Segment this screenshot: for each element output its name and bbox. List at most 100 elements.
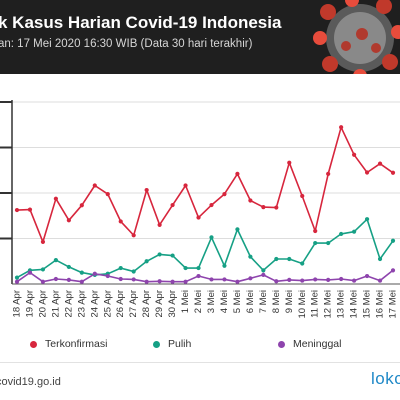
data-point-deaths[interactable] bbox=[53, 276, 58, 282]
data-point-recovered[interactable] bbox=[66, 264, 71, 270]
data-point-confirmed[interactable] bbox=[222, 192, 227, 197]
data-point-recovered[interactable] bbox=[14, 275, 20, 280]
data-point-deaths[interactable] bbox=[326, 277, 331, 283]
data-point-recovered[interactable] bbox=[196, 265, 201, 271]
legend-item-confirmed[interactable]: Terkonfirmasi bbox=[30, 338, 107, 350]
data-point-deaths[interactable] bbox=[248, 276, 253, 281]
data-point-recovered[interactable] bbox=[326, 240, 331, 246]
data-point-deaths[interactable] bbox=[105, 273, 110, 279]
data-point-deaths[interactable] bbox=[235, 279, 240, 284]
data-point-deaths[interactable] bbox=[313, 277, 318, 282]
data-point-deaths[interactable] bbox=[170, 279, 175, 284]
data-point-deaths[interactable] bbox=[222, 277, 227, 282]
data-point-deaths[interactable] bbox=[183, 279, 188, 284]
data-point-confirmed[interactable] bbox=[209, 202, 214, 208]
data-point-deaths[interactable] bbox=[66, 277, 71, 283]
data-point-recovered[interactable] bbox=[222, 263, 227, 268]
data-point-deaths[interactable] bbox=[131, 277, 136, 282]
data-point-recovered[interactable] bbox=[170, 253, 175, 258]
data-point-confirmed[interactable] bbox=[274, 205, 279, 210]
data-point-deaths[interactable] bbox=[14, 279, 20, 284]
data-point-deaths[interactable] bbox=[79, 279, 84, 284]
data-point-recovered[interactable] bbox=[53, 258, 58, 263]
data-point-recovered[interactable] bbox=[352, 229, 357, 234]
series-line-recovered bbox=[16, 218, 394, 279]
chart-title: k Kasus Harian Covid-19 Indonesia bbox=[0, 13, 282, 32]
data-point-confirmed[interactable] bbox=[235, 171, 240, 176]
data-point-confirmed[interactable] bbox=[300, 193, 305, 199]
data-point-deaths[interactable] bbox=[300, 278, 305, 283]
data-point-confirmed[interactable] bbox=[118, 219, 123, 224]
data-point-deaths[interactable] bbox=[274, 279, 279, 284]
data-point-deaths[interactable] bbox=[339, 276, 344, 282]
data-point-recovered[interactable] bbox=[300, 261, 305, 266]
data-point-recovered[interactable] bbox=[235, 227, 240, 232]
data-point-confirmed[interactable] bbox=[377, 161, 383, 166]
series-lines bbox=[16, 126, 394, 283]
data-point-confirmed[interactable] bbox=[40, 239, 46, 245]
data-point-confirmed[interactable] bbox=[105, 192, 110, 197]
data-point-confirmed[interactable] bbox=[287, 160, 292, 165]
data-point-recovered[interactable] bbox=[131, 269, 136, 274]
data-point-confirmed[interactable] bbox=[364, 170, 370, 175]
data-point-recovered[interactable] bbox=[144, 259, 149, 264]
data-point-confirmed[interactable] bbox=[27, 207, 33, 212]
x-tick-label: 16 Mei bbox=[375, 290, 386, 319]
x-tick-label: 30 Apr bbox=[167, 290, 178, 317]
data-point-deaths[interactable] bbox=[377, 278, 383, 283]
data-point-recovered[interactable] bbox=[261, 268, 266, 273]
data-point-confirmed[interactable] bbox=[261, 205, 266, 210]
data-point-deaths[interactable] bbox=[196, 273, 201, 279]
data-point-recovered[interactable] bbox=[40, 267, 46, 272]
data-point-confirmed[interactable] bbox=[144, 187, 149, 193]
data-point-recovered[interactable] bbox=[248, 254, 253, 259]
data-point-recovered[interactable] bbox=[118, 265, 123, 271]
data-point-confirmed[interactable] bbox=[170, 202, 175, 208]
data-point-confirmed[interactable] bbox=[339, 125, 344, 130]
data-point-recovered[interactable] bbox=[313, 240, 318, 246]
data-point-confirmed[interactable] bbox=[196, 215, 201, 220]
data-point-confirmed[interactable] bbox=[79, 203, 84, 208]
data-point-recovered[interactable] bbox=[79, 270, 84, 275]
data-point-confirmed[interactable] bbox=[131, 233, 136, 238]
data-point-deaths[interactable] bbox=[364, 273, 370, 279]
data-point-deaths[interactable] bbox=[40, 279, 46, 284]
legend-item-deaths[interactable]: Meninggal bbox=[278, 338, 341, 350]
data-point-recovered[interactable] bbox=[390, 238, 396, 243]
data-point-deaths[interactable] bbox=[27, 270, 33, 275]
data-point-confirmed[interactable] bbox=[14, 207, 20, 213]
data-point-confirmed[interactable] bbox=[92, 183, 97, 188]
data-point-recovered[interactable] bbox=[287, 256, 292, 262]
data-point-recovered[interactable] bbox=[157, 252, 162, 257]
data-point-confirmed[interactable] bbox=[326, 171, 331, 176]
data-point-recovered[interactable] bbox=[274, 256, 279, 262]
data-point-confirmed[interactable] bbox=[352, 152, 357, 157]
x-tick-label: 19 Apr bbox=[24, 290, 35, 317]
data-point-confirmed[interactable] bbox=[313, 228, 318, 234]
data-point-deaths[interactable] bbox=[118, 276, 123, 282]
x-tick-label: 18 Apr bbox=[12, 290, 23, 317]
data-point-confirmed[interactable] bbox=[66, 218, 71, 223]
data-point-deaths[interactable] bbox=[92, 271, 97, 276]
series-line-confirmed bbox=[16, 126, 394, 243]
data-point-deaths[interactable] bbox=[209, 277, 214, 282]
x-tick-label: 7 Mei bbox=[258, 290, 269, 313]
data-point-recovered[interactable] bbox=[364, 217, 370, 222]
data-point-recovered[interactable] bbox=[377, 256, 383, 262]
x-tick-label: 27 Apr bbox=[128, 290, 139, 317]
data-point-deaths[interactable] bbox=[352, 278, 357, 283]
legend-item-recovered[interactable]: Pulih bbox=[153, 338, 191, 350]
data-point-deaths[interactable] bbox=[144, 279, 149, 284]
data-point-confirmed[interactable] bbox=[248, 198, 253, 203]
data-point-confirmed[interactable] bbox=[183, 183, 188, 188]
data-point-recovered[interactable] bbox=[183, 265, 188, 271]
data-point-confirmed[interactable] bbox=[157, 222, 162, 227]
data-point-recovered[interactable] bbox=[209, 235, 214, 240]
data-point-recovered[interactable] bbox=[339, 231, 344, 237]
data-point-confirmed[interactable] bbox=[53, 196, 58, 201]
data-point-deaths[interactable] bbox=[157, 279, 162, 284]
data-point-deaths[interactable] bbox=[287, 277, 292, 283]
data-point-confirmed[interactable] bbox=[390, 170, 396, 175]
data-point-deaths[interactable] bbox=[390, 268, 396, 273]
data-point-deaths[interactable] bbox=[261, 272, 266, 277]
